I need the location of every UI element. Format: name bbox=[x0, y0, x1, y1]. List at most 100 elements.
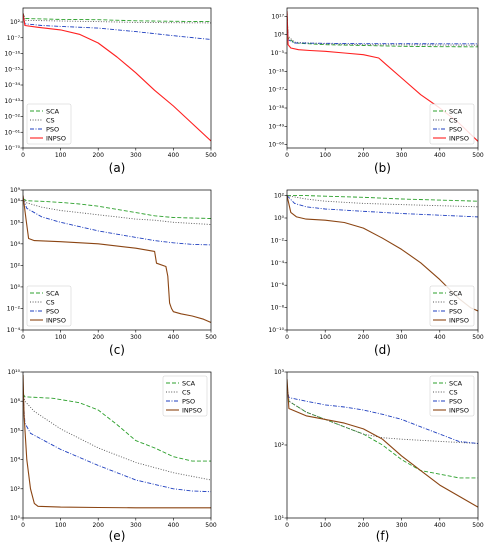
y-tick-label: 10⁰ bbox=[274, 215, 285, 222]
legend-label: CS bbox=[182, 388, 191, 396]
legend-label: CS bbox=[449, 116, 458, 124]
panel-caption: (e) bbox=[109, 529, 126, 543]
legend-label: INPSO bbox=[182, 406, 202, 414]
y-tick-label: 10⁻²⁷ bbox=[268, 87, 284, 94]
x-tick-label: 300 bbox=[130, 152, 142, 159]
series-line-sca bbox=[23, 198, 211, 219]
series-line-pso bbox=[23, 393, 211, 493]
series-line-inpso bbox=[23, 374, 211, 509]
x-tick-label: 300 bbox=[130, 522, 142, 529]
x-tick-label: 500 bbox=[205, 522, 217, 529]
legend-label: CS bbox=[449, 298, 458, 306]
chart-panel-d: 0 100 200 300 400 500 10² 10⁰ 10⁻² 10⁻⁴ 10⁻⁶ 10⁻⁸ 10… bbox=[268, 189, 484, 357]
plot-frame bbox=[286, 371, 479, 519]
y-tick-label: 10⁰ bbox=[10, 515, 21, 522]
series-line-pso bbox=[23, 13, 211, 40]
y-tick-label: 10⁴ bbox=[10, 241, 21, 248]
series-line-pso bbox=[287, 195, 478, 218]
series-line-sca bbox=[287, 11, 478, 48]
legend-label: SCA bbox=[449, 379, 463, 387]
y-tick-label: 10⁻⁴³ bbox=[4, 98, 20, 105]
y-tick-label: 10² bbox=[274, 442, 285, 449]
y-tick-label: 10⁻⁵² bbox=[4, 114, 20, 121]
x-tick-label: 300 bbox=[396, 522, 408, 529]
series-line-sca bbox=[23, 393, 211, 462]
y-tick-label: 10⁻⁴ bbox=[7, 327, 21, 334]
y-tick-label: 10⁻² bbox=[271, 237, 285, 244]
y-tick-label: 10⁻⁷ bbox=[7, 35, 21, 42]
panel-caption: (d) bbox=[374, 343, 391, 357]
x-tick-label: 0 bbox=[285, 334, 289, 341]
x-tick-label: 400 bbox=[434, 522, 446, 529]
series-line-inpso bbox=[287, 11, 478, 142]
y-tick-label: 10⁹ bbox=[10, 187, 21, 194]
chart-panel-e: 0 100 200 300 400 500 10¹⁰ 10⁸ 10⁶ 10⁴ 10² 10⁰ SCACS… bbox=[8, 369, 217, 543]
y-tick-label: 10⁻³⁸ bbox=[268, 105, 284, 112]
legend-label: INPSO bbox=[46, 316, 66, 324]
x-tick-label: 100 bbox=[55, 152, 67, 159]
y-tick-label: 10¹ bbox=[274, 515, 285, 522]
series-line-cs bbox=[287, 386, 478, 444]
x-tick-label: 400 bbox=[434, 334, 446, 341]
y-tick-label: 10² bbox=[10, 19, 21, 26]
series-line-pso bbox=[287, 386, 478, 444]
y-tick-label: 10⁻⁴⁹ bbox=[268, 123, 284, 130]
y-tick-label: 10² bbox=[10, 486, 21, 493]
panel-caption: (c) bbox=[109, 343, 125, 357]
y-tick-label: 10⁻⁸ bbox=[271, 305, 285, 312]
x-tick-label: 300 bbox=[130, 334, 142, 341]
y-tick-label: 10⁻¹⁶ bbox=[4, 51, 20, 58]
x-tick-label: 100 bbox=[319, 334, 331, 341]
x-tick-label: 500 bbox=[205, 152, 217, 159]
y-tick-label: 10⁻³⁴ bbox=[4, 82, 20, 89]
y-tick-label: 10⁶ bbox=[10, 219, 21, 226]
x-tick-label: 0 bbox=[21, 334, 25, 341]
y-tick-label: 10⁻²⁵ bbox=[4, 66, 20, 73]
x-tick-label: 200 bbox=[92, 334, 104, 341]
x-tick-label: 400 bbox=[434, 152, 446, 159]
y-tick-label: 10⁸ bbox=[10, 398, 21, 405]
plot-frame bbox=[22, 189, 212, 331]
series-line-inpso bbox=[23, 13, 211, 142]
series-line-inpso bbox=[23, 195, 211, 324]
legend-label: INPSO bbox=[449, 406, 469, 414]
y-tick-label: 10³ bbox=[274, 369, 285, 376]
x-tick-label: 300 bbox=[396, 334, 408, 341]
panel-caption: (a) bbox=[109, 161, 126, 175]
series-line-cs bbox=[23, 198, 211, 225]
x-tick-label: 0 bbox=[21, 522, 25, 529]
legend-label: PSO bbox=[449, 397, 462, 405]
y-tick-label: 10⁴ bbox=[10, 457, 21, 464]
y-tick-label: 10⁻¹⁶ bbox=[268, 68, 284, 75]
legend-label: INPSO bbox=[449, 316, 469, 324]
x-tick-label: 300 bbox=[396, 152, 408, 159]
chart-panel-c: 0 100 200 300 400 500 10⁹ 10⁸ 10⁶ 10⁴ 10² 10⁰ 10⁻² 10… bbox=[7, 187, 217, 357]
y-tick-label: 10⁻⁵ bbox=[271, 50, 285, 57]
series-line-cs bbox=[287, 195, 478, 208]
legend-label: SCA bbox=[46, 107, 60, 115]
y-tick-label: 10² bbox=[274, 193, 285, 200]
y-tick-label: 10⁶ bbox=[274, 32, 285, 39]
legend-label: SCA bbox=[449, 289, 463, 297]
legend-label: SCA bbox=[449, 107, 463, 115]
y-tick-label: 10¹⁰ bbox=[8, 369, 21, 376]
x-tick-label: 200 bbox=[358, 522, 370, 529]
x-tick-label: 400 bbox=[168, 334, 180, 341]
legend-label: PSO bbox=[46, 307, 59, 315]
legend-label: CS bbox=[46, 116, 55, 124]
y-tick-label: 10⁰ bbox=[10, 284, 21, 291]
legend-label: CS bbox=[449, 388, 458, 396]
y-tick-label: 10⁻⁶⁰ bbox=[268, 142, 284, 149]
x-tick-label: 0 bbox=[285, 522, 289, 529]
plot-frame bbox=[286, 189, 479, 331]
panel-caption: (b) bbox=[374, 161, 391, 175]
y-tick-label: 10⁻⁶¹ bbox=[4, 129, 20, 136]
panel-caption: (f) bbox=[376, 529, 390, 543]
plot-frame bbox=[286, 7, 479, 149]
